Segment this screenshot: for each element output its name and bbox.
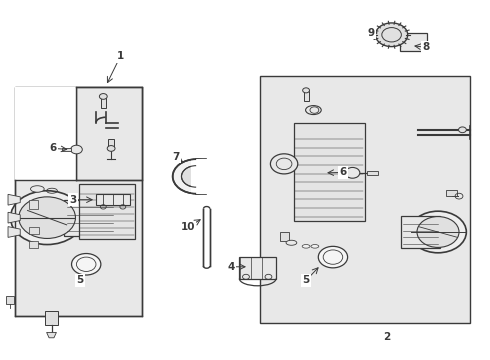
Circle shape (318, 246, 347, 268)
Text: 5: 5 (76, 275, 83, 285)
Bar (239, 257, 276, 279)
Bar (15, 87, 76, 180)
Bar (294, 123, 365, 221)
Bar (260, 76, 470, 323)
Circle shape (459, 127, 466, 133)
Ellipse shape (286, 240, 297, 245)
Bar (108, 139, 114, 148)
Bar (280, 232, 289, 241)
Circle shape (303, 88, 310, 93)
Bar (304, 91, 309, 101)
Circle shape (99, 94, 107, 99)
Text: 5: 5 (302, 275, 310, 285)
Circle shape (19, 197, 75, 238)
Bar (367, 171, 378, 175)
Ellipse shape (311, 244, 319, 248)
Bar (76, 87, 143, 180)
Polygon shape (8, 226, 20, 237)
Bar (15, 87, 143, 316)
Circle shape (345, 167, 360, 178)
Text: 1: 1 (117, 51, 124, 61)
Circle shape (10, 191, 84, 244)
Circle shape (72, 253, 101, 275)
Circle shape (172, 159, 220, 194)
Text: 8: 8 (422, 42, 429, 52)
Circle shape (181, 166, 211, 187)
Text: 9: 9 (368, 28, 375, 38)
Bar (191, 159, 220, 194)
Bar (79, 184, 135, 239)
Circle shape (375, 23, 408, 46)
Bar (29, 227, 39, 234)
Bar (5, 296, 14, 304)
Text: 7: 7 (172, 152, 179, 162)
Ellipse shape (306, 105, 321, 114)
Text: 3: 3 (70, 195, 76, 205)
Bar (101, 98, 106, 108)
Bar (45, 311, 58, 325)
Circle shape (71, 145, 82, 154)
Circle shape (410, 211, 466, 253)
Bar (62, 148, 71, 151)
Polygon shape (47, 332, 56, 338)
Bar (29, 200, 38, 209)
Bar (64, 200, 118, 235)
Circle shape (107, 145, 115, 151)
Text: 6: 6 (50, 143, 57, 153)
Bar (400, 33, 427, 51)
Ellipse shape (302, 244, 310, 248)
Bar (401, 216, 441, 248)
Polygon shape (8, 212, 20, 223)
Bar (446, 190, 457, 196)
Circle shape (417, 217, 459, 247)
Ellipse shape (30, 186, 44, 192)
Bar (29, 241, 38, 248)
Text: 2: 2 (383, 332, 391, 342)
Bar (96, 194, 130, 205)
Text: 4: 4 (228, 262, 235, 272)
Polygon shape (8, 194, 20, 205)
Circle shape (270, 154, 298, 174)
Text: 6: 6 (339, 167, 346, 177)
Text: 10: 10 (181, 222, 195, 232)
